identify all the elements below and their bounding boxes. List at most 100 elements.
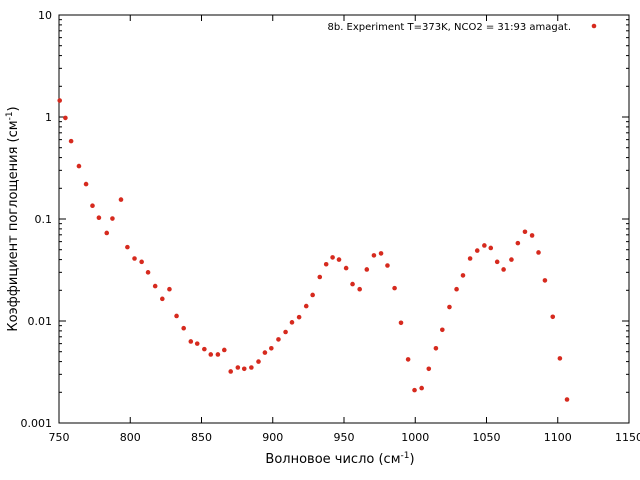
data-point <box>303 303 309 309</box>
data-point <box>474 248 480 253</box>
data-point <box>515 240 521 246</box>
data-point <box>467 256 473 261</box>
x-tick-label: 800 <box>120 431 141 444</box>
data-point <box>76 163 82 169</box>
data-point <box>90 203 95 209</box>
data-point <box>152 283 158 289</box>
data-point <box>68 138 74 144</box>
data-point <box>343 265 349 271</box>
data-point <box>501 267 506 272</box>
data-point <box>419 385 424 391</box>
data-point <box>385 263 390 268</box>
data-points <box>57 98 570 402</box>
data-point <box>208 352 214 357</box>
x-tick-label: 1100 <box>544 431 572 444</box>
data-point <box>125 244 130 250</box>
data-point <box>110 216 115 221</box>
data-point <box>202 346 207 352</box>
data-point <box>256 359 261 364</box>
data-point <box>557 356 563 361</box>
data-point <box>378 251 384 256</box>
data-point <box>317 274 323 280</box>
data-point <box>222 347 227 353</box>
data-point <box>145 270 151 275</box>
data-point <box>181 325 186 331</box>
data-point <box>188 339 194 344</box>
x-tick-label: 850 <box>191 431 212 444</box>
data-point <box>460 273 466 278</box>
data-point <box>228 369 234 374</box>
data-point <box>174 313 179 319</box>
data-point <box>235 365 241 370</box>
data-point <box>262 350 268 355</box>
x-axis-title-sup: -1 <box>401 451 410 461</box>
data-point <box>83 181 89 187</box>
y-tick-label: 0.1 <box>35 213 53 226</box>
data-point <box>426 366 432 372</box>
data-point <box>364 267 370 272</box>
data-point <box>398 320 404 326</box>
data-point <box>96 215 102 220</box>
data-point <box>509 257 514 262</box>
data-point <box>296 314 302 320</box>
data-point <box>139 259 144 265</box>
data-point <box>249 365 254 370</box>
data-point <box>269 345 274 351</box>
data-point <box>132 256 137 261</box>
x-axis-title-close: ) <box>409 452 414 467</box>
legend-label: 8b. Experiment T=373K, NCO2 = 31:93 amag… <box>327 22 571 33</box>
legend-marker <box>591 23 597 29</box>
data-point <box>350 281 355 287</box>
data-point <box>488 245 494 251</box>
y-tick-label: 0.001 <box>21 417 53 430</box>
data-point <box>440 327 445 333</box>
data-point <box>529 233 535 238</box>
data-point <box>160 296 165 302</box>
y-axis-ticks: 0.001 0.01 0.1 1 10 <box>21 9 629 430</box>
y-tick-label: 1 <box>45 111 52 124</box>
data-point <box>550 314 556 320</box>
data-point <box>454 286 459 292</box>
y-axis-title-close: ) <box>6 106 21 111</box>
data-point <box>371 253 377 258</box>
data-point <box>482 243 487 248</box>
data-point <box>289 320 295 325</box>
x-tick-label: 750 <box>49 431 70 444</box>
data-point <box>405 357 411 362</box>
data-point <box>310 292 315 298</box>
data-point <box>167 286 172 292</box>
data-point <box>494 259 500 265</box>
data-point <box>336 257 342 262</box>
x-tick-label: 1050 <box>473 431 501 444</box>
data-point <box>241 366 247 372</box>
data-point <box>330 255 335 260</box>
data-point <box>63 115 68 121</box>
x-tick-label: 1150 <box>615 431 640 444</box>
plot-frame <box>58 14 630 424</box>
data-point <box>392 285 397 291</box>
data-point <box>276 337 281 342</box>
x-tick-label: 950 <box>334 431 355 444</box>
data-point <box>433 345 439 351</box>
data-point <box>564 397 570 402</box>
data-point <box>522 229 528 235</box>
data-point <box>118 197 124 202</box>
data-point <box>536 250 541 255</box>
x-tick-label: 900 <box>262 431 283 444</box>
data-point <box>447 304 452 310</box>
data-point <box>104 230 110 236</box>
data-point <box>194 341 200 346</box>
x-tick-label: 1000 <box>401 431 429 444</box>
y-axis-title-sup: -1 <box>5 111 15 120</box>
x-axis-ticks: 750 800 850 900 950 1000 1050 1100 1150 <box>49 15 640 444</box>
data-point <box>357 286 362 292</box>
x-axis-title: Волновое число (см-1) <box>265 451 414 467</box>
y-tick-label: 0.01 <box>28 315 53 328</box>
data-point <box>412 387 417 393</box>
data-point <box>215 352 221 357</box>
data-point <box>283 329 288 335</box>
data-point <box>542 278 548 283</box>
y-axis-title: Коэффициент поглощения (см-1) <box>5 106 21 331</box>
data-point <box>57 98 63 103</box>
